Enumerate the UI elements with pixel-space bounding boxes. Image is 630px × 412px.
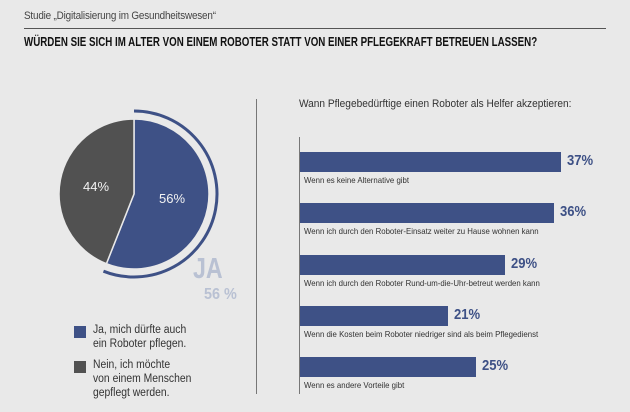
pie-slice-no [58, 118, 135, 265]
bar-2 [300, 255, 505, 275]
legend-no-line3: gepflegt werden. [93, 387, 170, 399]
legend-no-line2: von einem Menschen [93, 373, 192, 385]
legend-label-yes: Ja, mich dürfte auch ein Roboter pflegen… [93, 323, 186, 351]
bar-value-label: 21% [454, 307, 481, 323]
bar-3 [300, 306, 449, 326]
bar-value-label: 36% [559, 204, 587, 220]
legend-swatch-no [74, 361, 86, 373]
bar-category-label: Wenn es keine Alternative gibt [304, 175, 410, 185]
pie-chart: 56% 44% [58, 109, 219, 279]
yes-highlight-arc [102, 109, 219, 279]
header-rule [24, 28, 606, 29]
bar-category-label: Wenn die Kosten beim Roboter niedriger s… [304, 329, 539, 339]
legend-no-line1: Nein, ich möchte [93, 359, 171, 371]
chart-question-title: WÜRDEN SIE SICH IM ALTER VON EINEM ROBOT… [24, 35, 538, 49]
bar-1 [300, 203, 554, 223]
bar-category-label: Wenn ich durch den Roboter Rund-um-die-U… [304, 278, 540, 288]
bar-value-label: 29% [510, 256, 537, 272]
legend-label-no: Nein, ich möchte von einem Menschen gepf… [93, 358, 191, 400]
callout-ja-value: 56 % [204, 286, 237, 303]
bar-chart-axis [299, 137, 300, 394]
bar-0 [300, 152, 561, 172]
pie-label-no: 44% [83, 179, 109, 194]
callout-ja-label: JA [193, 253, 223, 285]
bar-category-label: Wenn ich durch den Roboter-Einsatz weite… [304, 226, 539, 236]
bar-value-label: 25% [482, 358, 509, 374]
bar-category-label: Wenn es andere Vorteile gibt [304, 380, 405, 390]
legend-yes-line2: ein Roboter pflegen. [93, 338, 187, 350]
section-divider [256, 99, 257, 394]
bar-value-label: 37% [567, 153, 594, 169]
study-subtitle: Studie „Digitalisierung im Gesundheitswe… [24, 10, 216, 22]
legend-yes-line1: Ja, mich dürfte auch [93, 324, 187, 336]
pie-label-yes: 56% [159, 191, 185, 206]
pie-slice-yes [105, 118, 210, 270]
legend-swatch-yes [74, 326, 86, 338]
bar-chart-title: Wann Pflegebedürftige einen Roboter als … [299, 98, 572, 110]
bar-4 [300, 357, 477, 377]
